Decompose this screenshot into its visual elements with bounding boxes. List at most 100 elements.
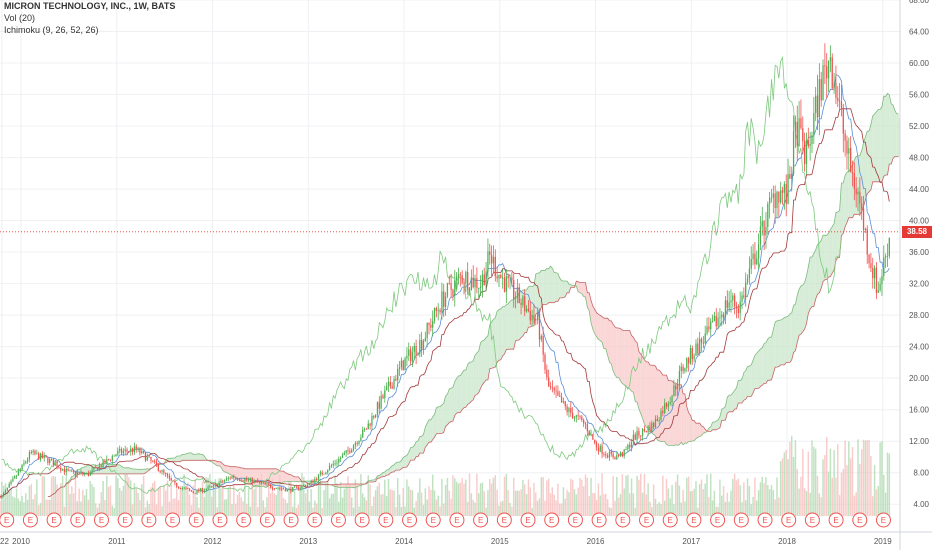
volume-bar	[628, 493, 631, 517]
candle-body	[818, 79, 820, 118]
candle-body	[861, 203, 863, 209]
cloud-segment	[620, 328, 623, 384]
ichimoku-indicator-label[interactable]: Ichimoku (9, 26, 52, 26)	[4, 25, 99, 35]
volume-bar	[257, 507, 259, 517]
volume-bar	[198, 507, 200, 517]
cloud-segment	[511, 299, 514, 350]
volume-bar	[21, 496, 23, 517]
candle-body	[511, 277, 513, 281]
volume-bar	[422, 504, 425, 517]
volume-bar	[411, 490, 414, 517]
cloud-segment	[655, 366, 658, 440]
volume-bar	[155, 504, 158, 517]
volume-bar	[623, 488, 625, 517]
cloud-segment	[686, 406, 689, 444]
price-tick-label: 36.00	[909, 248, 930, 257]
volume-bar	[396, 478, 399, 517]
candle-body	[356, 443, 358, 444]
volume-bar	[93, 487, 95, 517]
cloud-segment	[867, 131, 870, 194]
cloud-segment	[410, 447, 413, 461]
candle-body	[404, 358, 406, 371]
cloud-segment	[510, 299, 512, 350]
candle-body	[446, 283, 449, 297]
candle-body	[783, 184, 786, 193]
volume-bar	[652, 484, 655, 517]
volume-bar	[706, 474, 708, 517]
candle-body	[380, 395, 382, 409]
leading-span-b-line	[47, 156, 899, 498]
volume-bar	[258, 483, 261, 517]
candle-body	[194, 492, 196, 494]
volume-bar	[360, 474, 362, 517]
volume-indicator-label[interactable]: Vol (20)	[4, 13, 36, 23]
candle-body	[542, 336, 544, 355]
cloud-segment	[82, 466, 85, 474]
candle-body	[439, 310, 441, 313]
candle-body	[496, 276, 498, 279]
candle-body	[424, 338, 426, 342]
volume-bar	[89, 481, 91, 517]
volume-bar	[619, 493, 622, 517]
volume-bar	[187, 482, 189, 517]
volume-bar	[654, 498, 657, 517]
volume-bar	[128, 477, 130, 517]
volume-bar	[174, 498, 176, 517]
cloud-segment	[719, 409, 722, 428]
cloud-segment	[832, 223, 835, 274]
earnings-marker-icon	[141, 512, 157, 528]
volume-bar	[501, 500, 504, 517]
volume-bar	[859, 463, 861, 517]
volume-bar	[549, 493, 552, 517]
candle-body	[308, 482, 310, 485]
candle-body	[641, 428, 644, 436]
cloud-segment	[237, 467, 240, 480]
cloud-segment	[447, 388, 450, 425]
volume-bar	[443, 503, 445, 517]
symbol-title[interactable]: MICRON TECHNOLOGY, INC., 1W, BATS	[4, 1, 176, 11]
volume-bar	[74, 473, 77, 517]
volume-bar	[310, 489, 312, 517]
cloud-segment	[463, 370, 466, 408]
candle-body	[444, 296, 447, 307]
earnings-marker-icon	[781, 512, 797, 528]
volume-bar	[553, 494, 555, 517]
volume-bar	[693, 488, 695, 517]
volume-bar	[722, 486, 725, 517]
candle-body	[371, 416, 373, 426]
cloud-segment	[721, 408, 724, 421]
candle-body	[253, 480, 255, 483]
time-axis[interactable]: 22 2010 2011 2012 2013 2014 2015 2016 2017 2018 20…	[0, 531, 932, 546]
cloud-segment	[541, 270, 544, 308]
volume-bar	[448, 490, 450, 517]
earnings-marker-icon	[402, 512, 418, 528]
candle-body	[115, 454, 117, 456]
volume-bar	[23, 502, 25, 517]
cloud-segment	[517, 291, 520, 341]
price-axis[interactable]: 4.00 8.00 12.00 16.00 20.00 24.00 28.00 32.00 36…	[899, 0, 930, 550]
volume-bar	[295, 507, 298, 517]
candle-body	[260, 482, 263, 483]
candle-body	[107, 459, 110, 460]
candle-body	[104, 460, 106, 464]
candle-body	[61, 468, 64, 471]
candle-body	[323, 473, 325, 475]
cloud-segment	[128, 467, 131, 474]
volume-bar	[345, 484, 347, 517]
volume-bar	[433, 490, 436, 517]
volume-bar	[80, 501, 82, 517]
cloud-segment	[644, 359, 647, 428]
earnings-marker-icon	[22, 512, 38, 528]
cloud-segment	[826, 233, 829, 280]
candle-body	[262, 482, 264, 484]
candle-body	[395, 379, 397, 381]
volume-bar	[380, 494, 382, 517]
earnings-marker-label: E	[857, 516, 862, 525]
volume-bar	[605, 493, 607, 517]
volume-bar	[76, 501, 79, 517]
candle-body	[69, 470, 71, 472]
cloud-segment	[548, 266, 551, 303]
candle-body	[535, 319, 537, 321]
